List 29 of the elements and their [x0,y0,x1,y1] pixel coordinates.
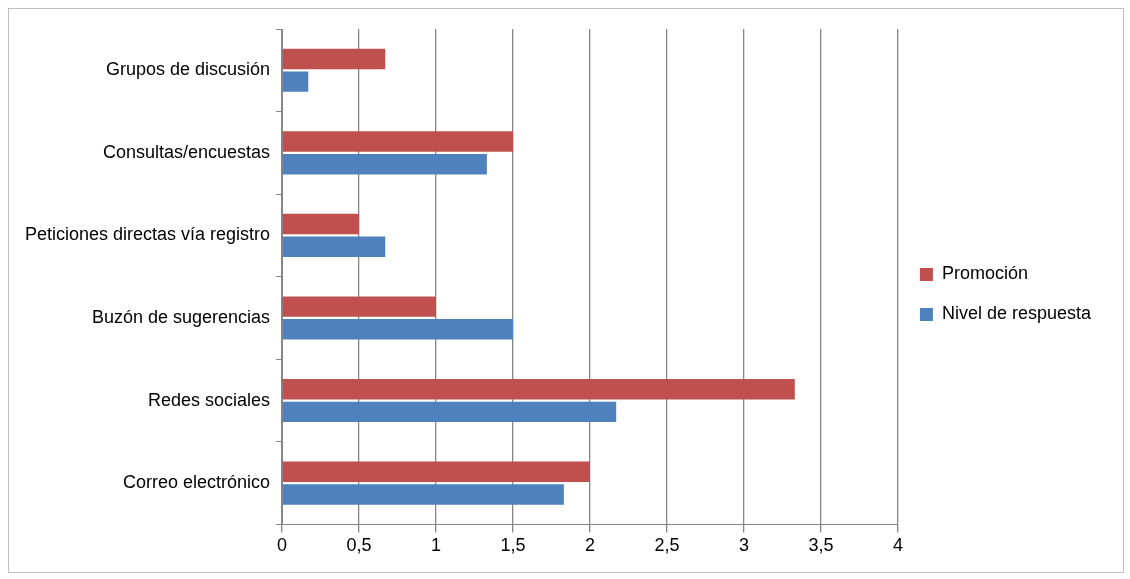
bar [282,236,386,257]
x-tick-label: 2 [585,535,596,556]
bar [282,153,487,175]
x-tick-label: 1 [431,535,442,556]
x-tick-label: 1,5 [500,535,526,556]
legend-label: Nivel de respuesta [941,303,1092,324]
y-tick-label: Consultas/encuestas [103,141,271,162]
bar [282,48,386,70]
x-tick-label: 4 [892,535,903,556]
bar [282,401,617,423]
bar [282,319,514,340]
x-tick-label: 3 [738,535,749,556]
x-tick-label: 3,5 [808,535,834,556]
y-tick-label: Buzón de sugerencias [91,306,271,327]
legend-label: Promoción [941,263,1028,284]
bar [282,71,309,92]
bar [282,131,514,152]
bar [282,484,564,505]
x-tick-label: 2,5 [654,535,680,556]
y-tick-label: Grupos de discusión [106,59,271,80]
bar [282,296,437,317]
y-tick-label: Peticiones directas vía registro [25,224,271,245]
bar [282,213,360,235]
y-tick-label: Redes sociales [148,389,271,410]
bar [282,461,591,482]
x-tick-label: 0,5 [346,535,372,556]
x-tick-label: 0 [277,535,288,556]
y-tick-label: Correo electrónico [123,472,271,493]
bar [282,378,795,400]
